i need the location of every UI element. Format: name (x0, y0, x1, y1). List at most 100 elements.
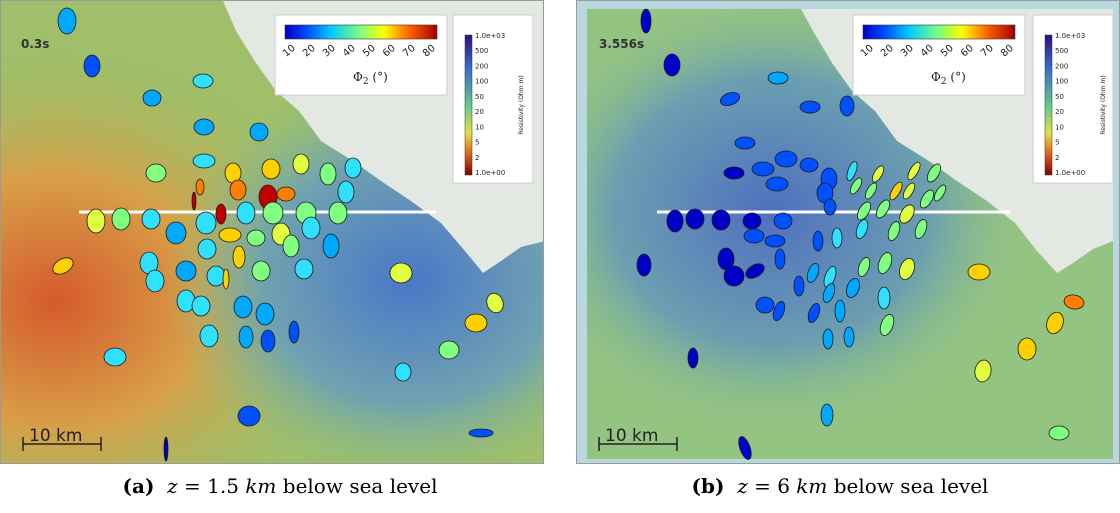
phase-ellipse (834, 299, 846, 323)
phase-ellipse (86, 208, 106, 234)
phase-ellipse (103, 347, 127, 367)
phase-ellipse (294, 258, 314, 280)
resistivity-tick-label: 50 (475, 93, 484, 101)
resistivity-tick-label: 100 (475, 78, 488, 86)
phase-ellipse (774, 150, 798, 168)
phase-ellipse (328, 201, 348, 225)
phase-ellipse (276, 186, 296, 202)
phase-ellipse (322, 233, 340, 259)
phase-ellipse (820, 403, 834, 427)
phase-ellipse (738, 436, 752, 460)
resistivity-tick-label: 1.0e+00 (1055, 169, 1085, 177)
phase-colorbar-title: Φ2 (°) (353, 70, 388, 87)
phase-ellipse (743, 228, 765, 244)
phase-ellipse (83, 54, 101, 78)
phase-ellipse (711, 209, 731, 231)
phase-ellipse (255, 302, 275, 326)
phase-ellipse (807, 303, 821, 323)
phase-ellipse (1048, 425, 1070, 441)
svg-text:10 km: 10 km (605, 426, 658, 446)
phase-ellipse (823, 198, 837, 216)
phase-ellipse (292, 153, 310, 175)
phase-colorbar: 10 20 30 40 50 60 70 80 Φ2 (°) (852, 14, 1026, 96)
phase-ellipse (486, 292, 504, 314)
phase-ellipse (191, 295, 211, 317)
resistivity-tick-label: 100 (1055, 78, 1068, 86)
svg-text:Resistivity (Ohm m): Resistivity (Ohm m) (1100, 75, 1107, 134)
phase-ellipse (773, 212, 793, 230)
phase-ellipse (195, 211, 217, 235)
phase-ellipse (839, 95, 855, 117)
phase-ellipse (751, 161, 775, 177)
phase-ellipse (887, 221, 901, 241)
phase-ellipse (877, 252, 893, 274)
phase-ellipse (856, 201, 872, 221)
phase-ellipse (246, 229, 266, 247)
phase-ellipse (468, 428, 494, 438)
phase-ellipse (899, 204, 915, 224)
phase-ellipse (262, 201, 284, 225)
phase-ellipse (974, 359, 992, 383)
resistivity-tick-label: 20 (1055, 108, 1064, 116)
phase-ellipse (864, 182, 878, 200)
phase-ellipse (663, 53, 681, 77)
phase-ellipse (195, 178, 205, 196)
phase-ellipse (319, 162, 337, 186)
map-a: 0.3s 10 20 30 40 50 60 70 80 Φ2 (°) 1.0e+03 500 2… (1, 1, 543, 463)
phase-colorbar-title: Φ2 (°) (931, 70, 966, 87)
phase-ellipse (855, 219, 869, 239)
svg-text:Resistivity (Ohm m): Resistivity (Ohm m) (518, 75, 525, 134)
phase-ellipse (145, 163, 167, 183)
phase-ellipse (742, 212, 762, 230)
phase-ellipse (719, 92, 741, 106)
phase-ellipse (197, 238, 217, 260)
phase-ellipse (774, 248, 786, 270)
resistivity-tick-label: 1.0e+00 (475, 169, 505, 177)
resistivity-tick-label: 5 (475, 139, 479, 147)
phase-ellipse (812, 230, 824, 252)
phase-ellipse (163, 436, 169, 462)
resistivity-tick-label: 500 (1055, 47, 1068, 55)
phase-ellipse (914, 219, 928, 239)
resistivity-tick-label: 1.0e+03 (475, 32, 505, 40)
phase-ellipse (233, 295, 253, 319)
phase-ellipse (199, 324, 219, 348)
phase-ellipse (723, 166, 745, 180)
phase-ellipse (687, 347, 699, 369)
phase-ellipse (236, 201, 256, 225)
resistivity-tick-label: 10 (1055, 123, 1064, 131)
svg-text:10 km: 10 km (29, 426, 82, 446)
panel-a: 0.3s 10 20 30 40 50 60 70 80 Φ2 (°) 1.0e+03 500 2… (0, 0, 544, 464)
resistivity-tick-label: 200 (1055, 62, 1068, 70)
resistivity-tick-label: 1.0e+03 (1055, 32, 1085, 40)
phase-ellipse (799, 100, 821, 114)
resistivity-tick-label: 50 (1055, 93, 1064, 101)
phase-ellipse (288, 320, 300, 344)
phase-ellipse (822, 328, 834, 350)
phase-ellipse (967, 263, 991, 281)
phase-ellipse (685, 208, 705, 230)
phase-ellipse (215, 203, 227, 225)
phase-ellipse (765, 176, 789, 192)
caption-a: (a) z = 1.5 km below sea level (122, 474, 438, 498)
phase-ellipses (636, 8, 1085, 460)
resistivity-tick-label: 20 (475, 108, 484, 116)
phase-ellipse (666, 209, 684, 233)
phase-ellipse (192, 153, 216, 169)
phase-ellipse (260, 329, 276, 353)
phase-ellipse (755, 296, 775, 314)
panel-b: 3.556s 10 20 30 40 50 60 70 80 Φ2 (°) 1.0e+03 50… (576, 0, 1120, 464)
resistivity-tick-label: 2 (1055, 154, 1059, 162)
phase-ellipse (145, 269, 165, 293)
phase-ellipse (793, 275, 805, 297)
phase-ellipse (141, 208, 161, 230)
phase-ellipse (877, 286, 891, 310)
phase-ellipse (831, 227, 843, 249)
phase-ellipse (919, 189, 935, 209)
map-b: 3.556s 10 20 30 40 50 60 70 80 Φ2 (°) 1.0e+03 50… (577, 1, 1119, 463)
phase-ellipse (438, 340, 460, 360)
phase-ellipse (822, 283, 836, 303)
phase-ellipse (933, 184, 947, 202)
phase-ellipse (337, 180, 355, 204)
phase-ellipse (142, 89, 162, 107)
